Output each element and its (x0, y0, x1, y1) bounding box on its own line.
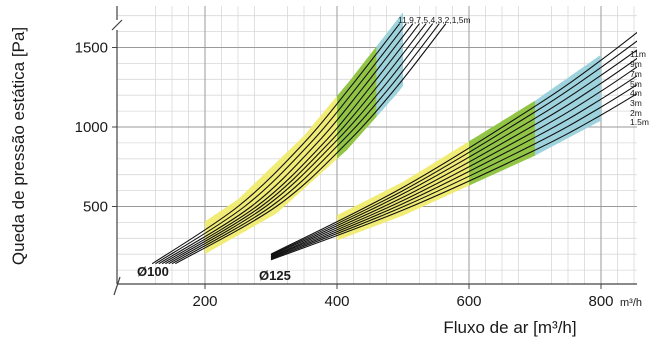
curve-d100-6 (171, 23, 440, 265)
curve-d100-2 (158, 23, 414, 265)
x-tick-label: 400 (324, 293, 349, 310)
curve-d100-0 (151, 23, 401, 265)
y-axis-break (111, 19, 123, 31)
y-tick-label: 500 (83, 199, 108, 216)
y-tick-label: 1500 (75, 40, 108, 57)
curve-d100-4 (165, 23, 427, 265)
curve-d125-7 (270, 93, 637, 261)
x-tick-label: 200 (192, 293, 217, 310)
d100-label: Ø100 (137, 264, 169, 279)
x-axis-break (113, 276, 121, 296)
curve-d125-2 (270, 49, 637, 257)
curve-length-label: 1.5m (630, 117, 649, 127)
x-tick-label: 600 (456, 293, 481, 310)
curve-length-label: 7m (630, 69, 642, 79)
curve-d125-5 (270, 75, 637, 259)
curve-d125-4 (270, 66, 637, 258)
x-unit-label: m³/h (620, 297, 642, 309)
labels: 200 400 600 800 m³/h 500 1000 1500 Fluxo de ar [… (9, 15, 649, 337)
x-axis-title: Fluxo de ar [m³/h] (443, 318, 576, 337)
curve-length-label: 5m (630, 79, 642, 89)
d125-label: Ø125 (259, 268, 291, 283)
curve-d100-3 (161, 23, 420, 265)
curve-length-label: 4m (630, 88, 642, 98)
curve-d125-6 (270, 84, 637, 260)
curve-d125-0 (270, 31, 637, 255)
curve-length-label: 2m (630, 108, 642, 118)
band-yellow (205, 96, 337, 255)
curve-length-label: 3m (630, 98, 642, 108)
y-axis-title: Queda de pressão estática [Pa] (9, 27, 28, 265)
curve-d125-3 (270, 57, 637, 258)
d100-lengths-label: 11,9,7,5,4,3,2,1,5m (398, 15, 471, 25)
axes (111, 6, 637, 296)
curve-d100-5 (168, 23, 434, 265)
curve-length-label: 9m (630, 59, 642, 69)
curve-d100-7 (175, 23, 447, 265)
x-tick-label: 800 (588, 293, 613, 310)
curve-d125-1 (270, 40, 637, 256)
y-tick-label: 1000 (75, 119, 108, 136)
curves (151, 23, 637, 265)
band-blue (376, 12, 403, 117)
curve-length-label: 11m (630, 49, 646, 59)
curve-d100-1 (155, 23, 407, 265)
